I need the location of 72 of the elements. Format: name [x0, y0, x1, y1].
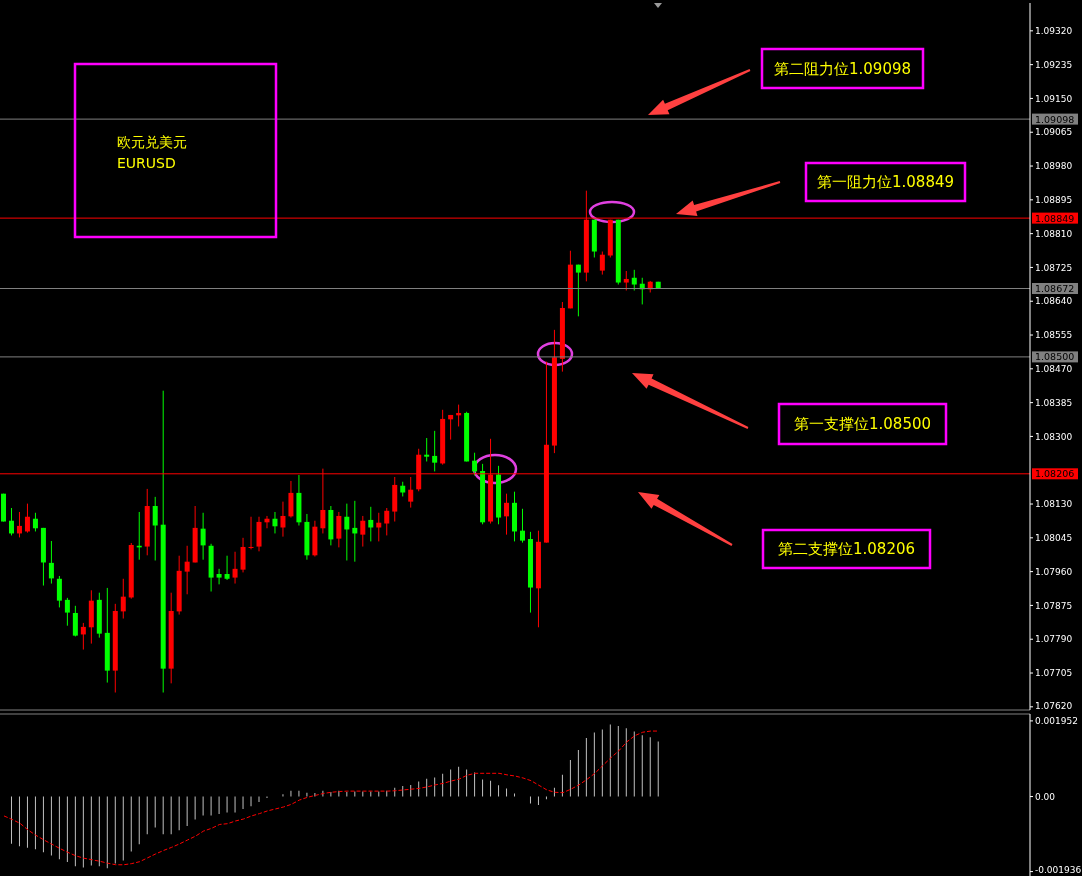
candlestick: [272, 511, 278, 534]
y-tick-label: 1.09235: [1035, 59, 1073, 70]
y-tick-label: 1.07960: [1035, 566, 1073, 577]
ref-line-label: 1.08206: [1035, 468, 1075, 480]
candlestick: [448, 414, 454, 441]
ref-line-label: 1.08672: [1035, 283, 1075, 294]
candlestick: [16, 511, 22, 538]
candlestick: [599, 251, 605, 276]
candlestick: [80, 622, 86, 651]
y-tick-label: 1.07620: [1035, 701, 1073, 712]
candlestick: [64, 597, 70, 627]
ref-line-label: 1.08500: [1035, 351, 1075, 363]
candlestick: [472, 452, 478, 476]
candlestick: [344, 503, 350, 561]
candlestick: [280, 501, 286, 538]
candlestick: [152, 496, 158, 561]
candlestick: [200, 512, 206, 561]
y-tick-label: 0.001952: [1035, 716, 1078, 727]
candlestick: [631, 269, 637, 291]
candlestick: [8, 507, 14, 536]
candlestick: [72, 605, 78, 637]
annotation: 第一阻力位1.08849: [816, 173, 955, 191]
candlestick: [336, 511, 342, 548]
y-tick-label: 1.08895: [1035, 194, 1073, 205]
text: EURUSD: [117, 155, 176, 171]
annotation: 第二支撑位1.08206: [777, 540, 916, 558]
candlestick: [224, 555, 230, 581]
y-tick-label: 1.08555: [1035, 330, 1073, 341]
candlestick: [424, 437, 430, 462]
candlestick: [288, 480, 294, 519]
candlestick: [184, 545, 190, 595]
y-tick-label: 1.09065: [1035, 127, 1073, 138]
annotation: 第二阻力位1.09098: [773, 59, 912, 78]
candlestick: [120, 578, 126, 620]
y-tick-label: 1.08810: [1035, 228, 1073, 239]
candlestick: [408, 476, 414, 509]
candlestick: [216, 568, 222, 585]
annotation: 第一支撑位1.08500: [793, 415, 932, 433]
candlestick: [24, 503, 30, 534]
candlestick: [519, 508, 525, 544]
y-tick-label: 1.07790: [1035, 634, 1073, 645]
candlestick: [432, 430, 438, 472]
y-tick-label: 1.08725: [1035, 262, 1073, 273]
candlestick: [368, 506, 374, 542]
line-series: [3, 730, 660, 866]
y-tick-label: 1.08385: [1035, 397, 1073, 408]
y-tick-label: 1.08300: [1035, 431, 1073, 442]
y-tick-label: 1.08045: [1035, 532, 1073, 543]
candlestick: [360, 515, 366, 548]
y-tick-label: 1.08980: [1035, 161, 1073, 172]
ref-line-label: 1.08849: [1035, 212, 1075, 224]
y-tick-label: 1.09150: [1035, 93, 1073, 104]
candlestick: [240, 537, 246, 573]
candlestick: [504, 493, 510, 536]
candlestick: [575, 264, 581, 317]
y-tick-label: 1.08130: [1035, 499, 1073, 510]
ref-line-label: 1.09098: [1035, 113, 1075, 125]
candlestick: [232, 551, 238, 585]
y-tick-label: 1.07705: [1035, 668, 1073, 679]
candlestick: [248, 516, 254, 550]
candlestick: [32, 512, 38, 532]
text: 欧元兑美元: [117, 134, 187, 150]
y-tick-label: 1.07875: [1035, 600, 1073, 611]
y-tick-label: 1.08640: [1035, 296, 1073, 307]
candlestick: [48, 540, 54, 585]
y-tick-label: -0.001936: [1035, 865, 1082, 876]
y-tick-label: 1.09320: [1035, 25, 1073, 36]
y-tick-label: 0.00: [1035, 791, 1056, 802]
y-tick-label: 1.08470: [1035, 363, 1073, 374]
candlestick: [623, 270, 629, 291]
candlestick: [56, 575, 62, 608]
candlestick: [384, 507, 390, 536]
